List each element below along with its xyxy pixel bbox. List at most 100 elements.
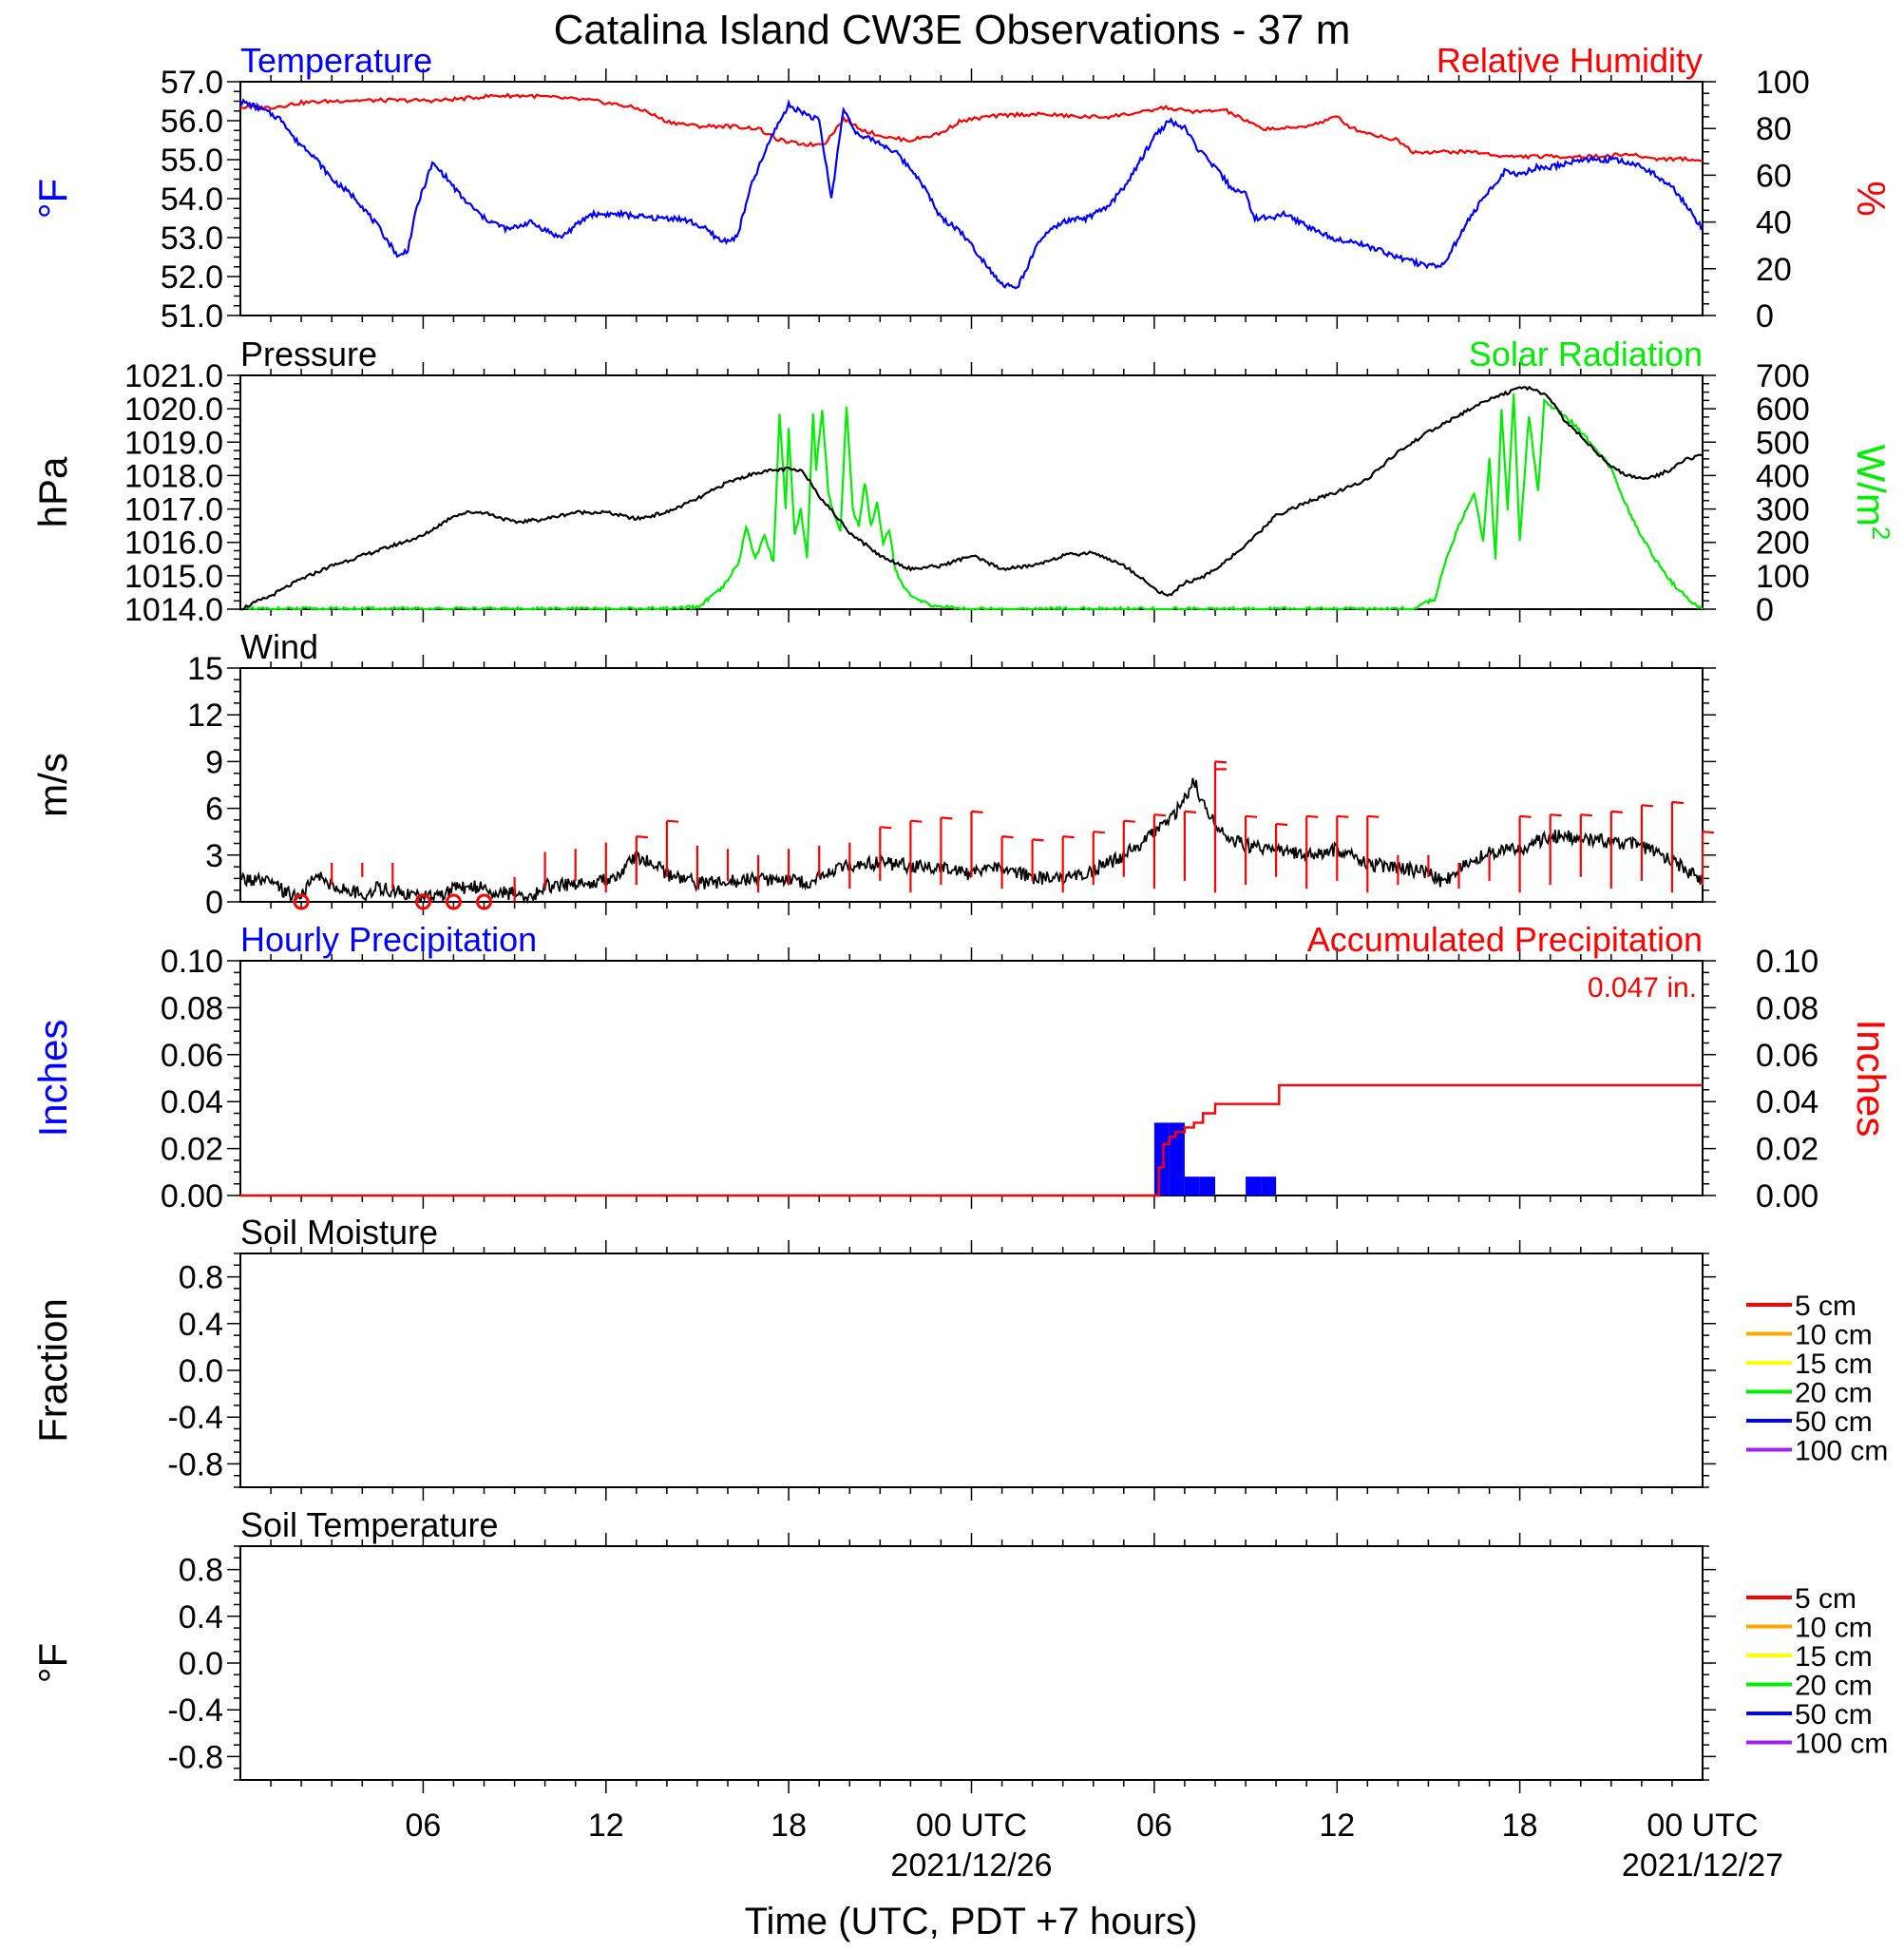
left-y-tick-label: 0.00 [161,1178,223,1215]
wind-barb [1366,814,1380,893]
legend-label: 15 cm [1795,1641,1873,1673]
x-tick-label: 12 [1319,1808,1355,1844]
right-y-tick-label: 20 [1756,252,1792,288]
calm-wind-marker [293,893,310,910]
panel-left-title: Hourly Precipitation [240,920,537,959]
right-y-axis-label-superscript: 2 [1867,526,1895,540]
right-y-axis-label: % [1849,181,1894,216]
right-y-tick-label: 0.08 [1756,990,1818,1026]
legend-label: 5 cm [1795,1291,1856,1322]
x-tick-marks [270,68,1673,329]
left-y-tick-label: 1021.0 [124,358,223,394]
right-y-tick-label: 0.00 [1756,1178,1818,1215]
legend-label: 100 cm [1795,1729,1888,1760]
right-y-tick-label: 0 [1756,592,1774,628]
left-y-tick-label: 52.0 [161,259,223,296]
calm-wind-marker [414,893,431,910]
left-y-tick-label: 0.0 [179,1353,223,1389]
panel-right-title: Accumulated Precipitation [1307,920,1703,959]
left-y-tick-label: 9 [205,744,223,780]
wind-barb [1305,814,1319,889]
left-y-axis-label: m/s [30,753,75,817]
right-y-tick-label: 80 [1756,111,1792,147]
left-y-tick-label: 57.0 [161,65,223,101]
panel-left-title: Soil Moisture [240,1213,438,1252]
left-y-tick-label: 3 [205,838,223,874]
accumulated-total-label: 0.047 in. [1588,972,1697,1004]
left-y-tick-label: 1019.0 [124,425,223,461]
left-y-tick-label: 1016.0 [124,526,223,562]
left-y-tick-marks [227,81,240,316]
legend-label: 100 cm [1795,1436,1888,1467]
x-tick-date: 2021/12/26 [890,1847,1052,1884]
wind-barb [1031,838,1044,881]
hourly-precip-bar [1261,1176,1277,1195]
right-y-tick-label: 500 [1756,425,1810,461]
left-y-axis-label: Inches [30,1020,75,1138]
hourly-precip-bar [1169,1122,1185,1195]
wind-barb [1213,760,1228,893]
left-y-tick-label: 0.8 [179,1260,223,1296]
right-y-tick-marks [1703,1545,1716,1781]
left-y-tick-label: -0.4 [167,1400,223,1436]
left-y-tick-label: 0.04 [161,1084,223,1120]
x-axis-label: Time (UTC, PDT +7 hours) [745,1901,1198,1942]
right-y-tick-label: 0.02 [1756,1132,1818,1168]
figure-title: Catalina Island CW3E Observations - 37 m [554,7,1351,53]
pressure-line [239,385,1704,611]
right-y-tick-label: 200 [1756,526,1810,562]
wind-barb [1670,800,1684,893]
legend-label: 50 cm [1795,1406,1873,1438]
wind-panel: 0 3 6 9 12 15 Wind m/s [30,627,1716,921]
wind-barb [879,826,892,881]
wind-barb [1579,813,1592,877]
wind-barb [1183,810,1196,881]
left-y-tick-label: 0.8 [179,1553,223,1589]
x-tick-marks [270,362,1673,622]
left-y-tick-marks [227,1253,240,1488]
calm-wind-marker [445,893,462,910]
wind-speed-line [239,777,1704,905]
wind-barb [1336,814,1349,881]
plot-frame [239,960,1704,1196]
x-tick-label: 18 [1502,1808,1538,1844]
left-y-tick-label: 0.10 [161,944,223,980]
right-y-tick-label: 0.06 [1756,1038,1818,1074]
legend-label: 10 cm [1795,1613,1873,1644]
right-y-tick-label: 60 [1756,158,1792,194]
left-y-axis-label: Fraction [30,1298,75,1443]
x-tick-date: 2021/12/27 [1622,1847,1783,1884]
wind-barb [1640,804,1653,881]
right-y-tick-label: 600 [1756,392,1810,428]
wind-barb [1701,831,1715,885]
plot-frame [239,374,1704,610]
right-y-tick-label: 0 [1756,298,1774,335]
left-y-tick-label: 55.0 [161,143,223,179]
panel-right-title: Solar Radiation [1469,335,1703,373]
panel-left-title: Pressure [240,335,377,373]
left-y-tick-label: 0.0 [179,1646,223,1682]
x-tick-label: 06 [1136,1808,1172,1844]
right-y-tick-marks [1703,81,1716,316]
left-y-tick-label: 6 [205,792,223,828]
right-y-tick-label: 0.04 [1756,1084,1818,1120]
panel-left-title: Soil Temperature [240,1505,498,1544]
right-y-tick-marks [1703,374,1716,610]
wind-barb [940,816,953,885]
plot-frame [239,1253,1704,1488]
left-y-tick-label: -0.4 [167,1693,223,1729]
right-y-tick-marks [1703,1253,1716,1488]
left-y-tick-label: -0.8 [167,1739,223,1775]
right-y-tick-marks [1703,960,1716,1196]
hourly-precip-bar [1184,1176,1200,1195]
wind-barb [1061,835,1075,893]
x-tick-label: 18 [771,1808,807,1844]
wind-barb [1092,831,1105,885]
left-y-tick-label: 15 [187,651,223,687]
wind-barb [1245,814,1258,885]
